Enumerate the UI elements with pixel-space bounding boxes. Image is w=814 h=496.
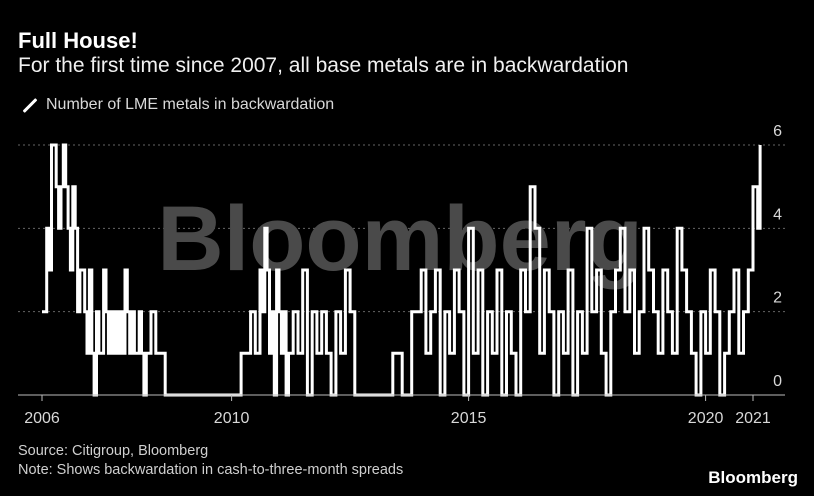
y-tick-label: 2 <box>773 290 782 307</box>
footnote: Note: Shows backwardation in cash-to-thr… <box>18 462 404 478</box>
chart-subtitle: For the first time since 2007, all base … <box>18 54 629 77</box>
x-tick-label: 2021 <box>735 410 771 427</box>
y-tick-label: 4 <box>773 206 782 223</box>
x-tick-label: 2020 <box>688 410 724 427</box>
watermark: Bloomberg <box>157 188 643 290</box>
chart-area: Bloomberg 0 2 4 6 2006 2010 2015 2020 2021 <box>18 123 785 427</box>
y-tick-label: 6 <box>773 123 782 140</box>
x-tick-label: 2015 <box>451 410 487 427</box>
chart-title: Full House! <box>18 28 138 53</box>
source-note: Source: Citigroup, Bloomberg <box>18 443 209 459</box>
x-tick-label: 2006 <box>24 410 60 427</box>
legend-label: Number of LME metals in backwardation <box>46 96 335 113</box>
legend: Number of LME metals in backwardation <box>18 95 334 115</box>
series-line <box>42 143 762 397</box>
x-tick-label: 2010 <box>214 410 250 427</box>
axes: 0 2 4 6 2006 2010 2015 2020 2021 <box>18 123 785 427</box>
bloomberg-logo: Bloomberg <box>708 468 798 487</box>
y-tick-label: 0 <box>773 373 782 390</box>
series-layer <box>42 143 762 397</box>
